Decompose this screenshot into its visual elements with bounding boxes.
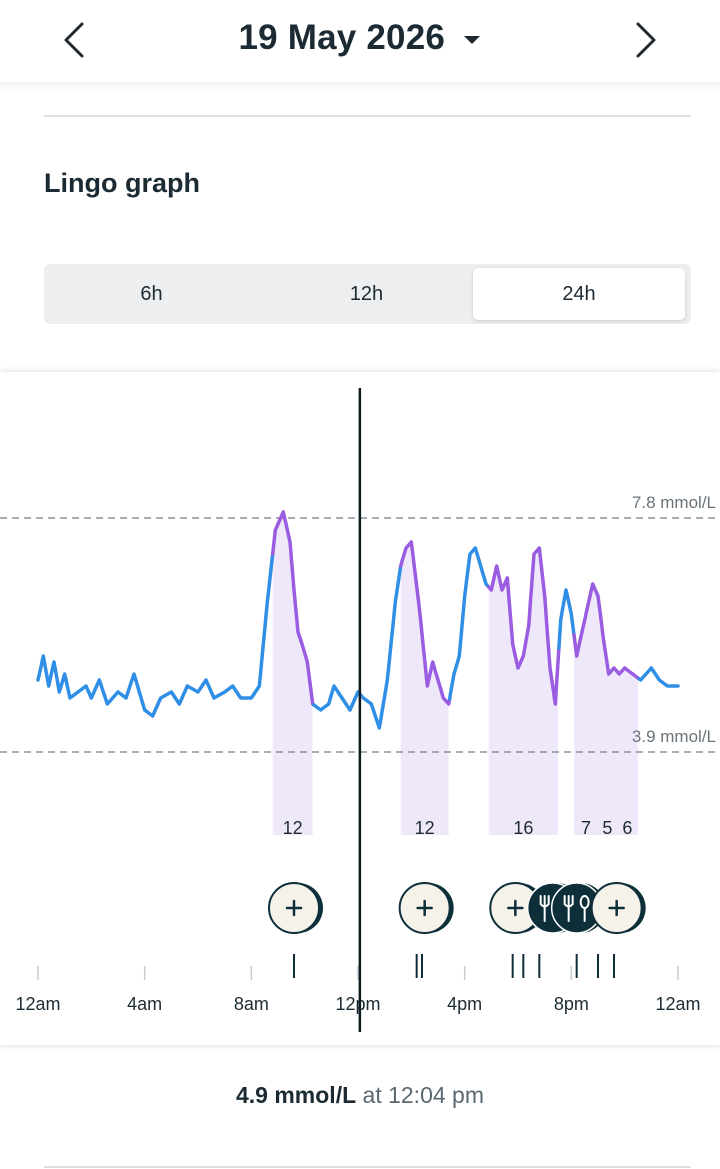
range-option-6h[interactable]: 6h: [140, 283, 163, 305]
reading-time: at 12:04 pm: [362, 1082, 484, 1108]
header-shadow: [0, 82, 720, 92]
spike-line-segment-8: [572, 582, 642, 681]
range-option-12h[interactable]: 12h: [349, 283, 384, 305]
spike-score-6: 6: [622, 818, 632, 838]
reading-value: 4.9 mmol/L: [235, 1082, 357, 1108]
glucose-chart-card: 7.8 mmol/L 3.9 mmol/L 12 12 16 7 5 6 12am 4am 8a…: [0, 372, 720, 1045]
spike-score-1: 12: [283, 818, 303, 838]
date-header: 19 May 2026: [0, 0, 720, 82]
threshold-label-2: 3.9 mmol/L: [632, 727, 716, 746]
spike-area-5: [598, 596, 617, 835]
x-tick-label-6: 8pm: [554, 994, 589, 1014]
x-tick-label-4: 12pm: [335, 994, 380, 1014]
spike-score-4: 7: [581, 818, 591, 838]
meal-log-marker-5[interactable]: [550, 882, 606, 934]
spike-area-2: [400, 542, 449, 835]
glucose-line-segment-5: [447, 546, 491, 701]
previous-day-button[interactable]: [54, 18, 98, 62]
cursor-notch-bottom: [349, 1033, 370, 1045]
x-tick-label-1: 12am: [15, 994, 60, 1014]
reading-readout: 4.9 mmol/L at 12:04 pm: [0, 1082, 720, 1109]
glucose-chart[interactable]: 7.8 mmol/L 3.9 mmol/L 12 12 16 7 5 6 12am 4am 8a…: [0, 372, 720, 1045]
bottom-divider: [44, 1166, 691, 1168]
add-log-marker-2[interactable]: [398, 882, 454, 934]
caret-down-icon: [463, 33, 481, 51]
section-title: Lingo graph: [44, 168, 200, 198]
spike-line-segment-4: [398, 540, 452, 706]
chevron-right-icon: [636, 22, 656, 58]
x-tick-label-2: 4am: [127, 994, 162, 1014]
top-divider: [44, 115, 691, 117]
add-log-marker-1[interactable]: [268, 882, 323, 934]
x-tick-label-7: 12am: [655, 994, 700, 1014]
spike-line-segment-2: [270, 510, 316, 707]
next-day-button[interactable]: [622, 18, 666, 62]
time-range-selector: 6h 12h 24h: [44, 264, 691, 324]
spike-line-segment-6: [486, 546, 561, 706]
glucose-line-segment-1: [36, 552, 275, 718]
spike-score-3: 16: [513, 818, 533, 838]
glucose-line-segment-9: [637, 666, 680, 688]
current-date: 19 May 2026: [238, 18, 446, 57]
spike-score-5: 5: [602, 818, 612, 838]
spike-area-1: [272, 512, 313, 835]
x-tick-label-5: 4pm: [447, 994, 482, 1014]
range-option-24h[interactable]: 24h: [473, 268, 685, 320]
add-log-marker-6[interactable]: [590, 882, 646, 934]
glucose-line-segment-7: [557, 588, 576, 650]
date-selector[interactable]: 19 May 2026: [0, 18, 720, 58]
spike-area-3: [488, 548, 558, 835]
cursor-notch-top: [349, 372, 370, 384]
x-tick-label-3: 8am: [234, 994, 269, 1014]
spike-score-2: 12: [415, 818, 435, 838]
threshold-label-1: 7.8 mmol/L: [632, 493, 716, 512]
chevron-left-icon: [64, 22, 84, 58]
glucose-line-segment-3: [312, 564, 403, 730]
